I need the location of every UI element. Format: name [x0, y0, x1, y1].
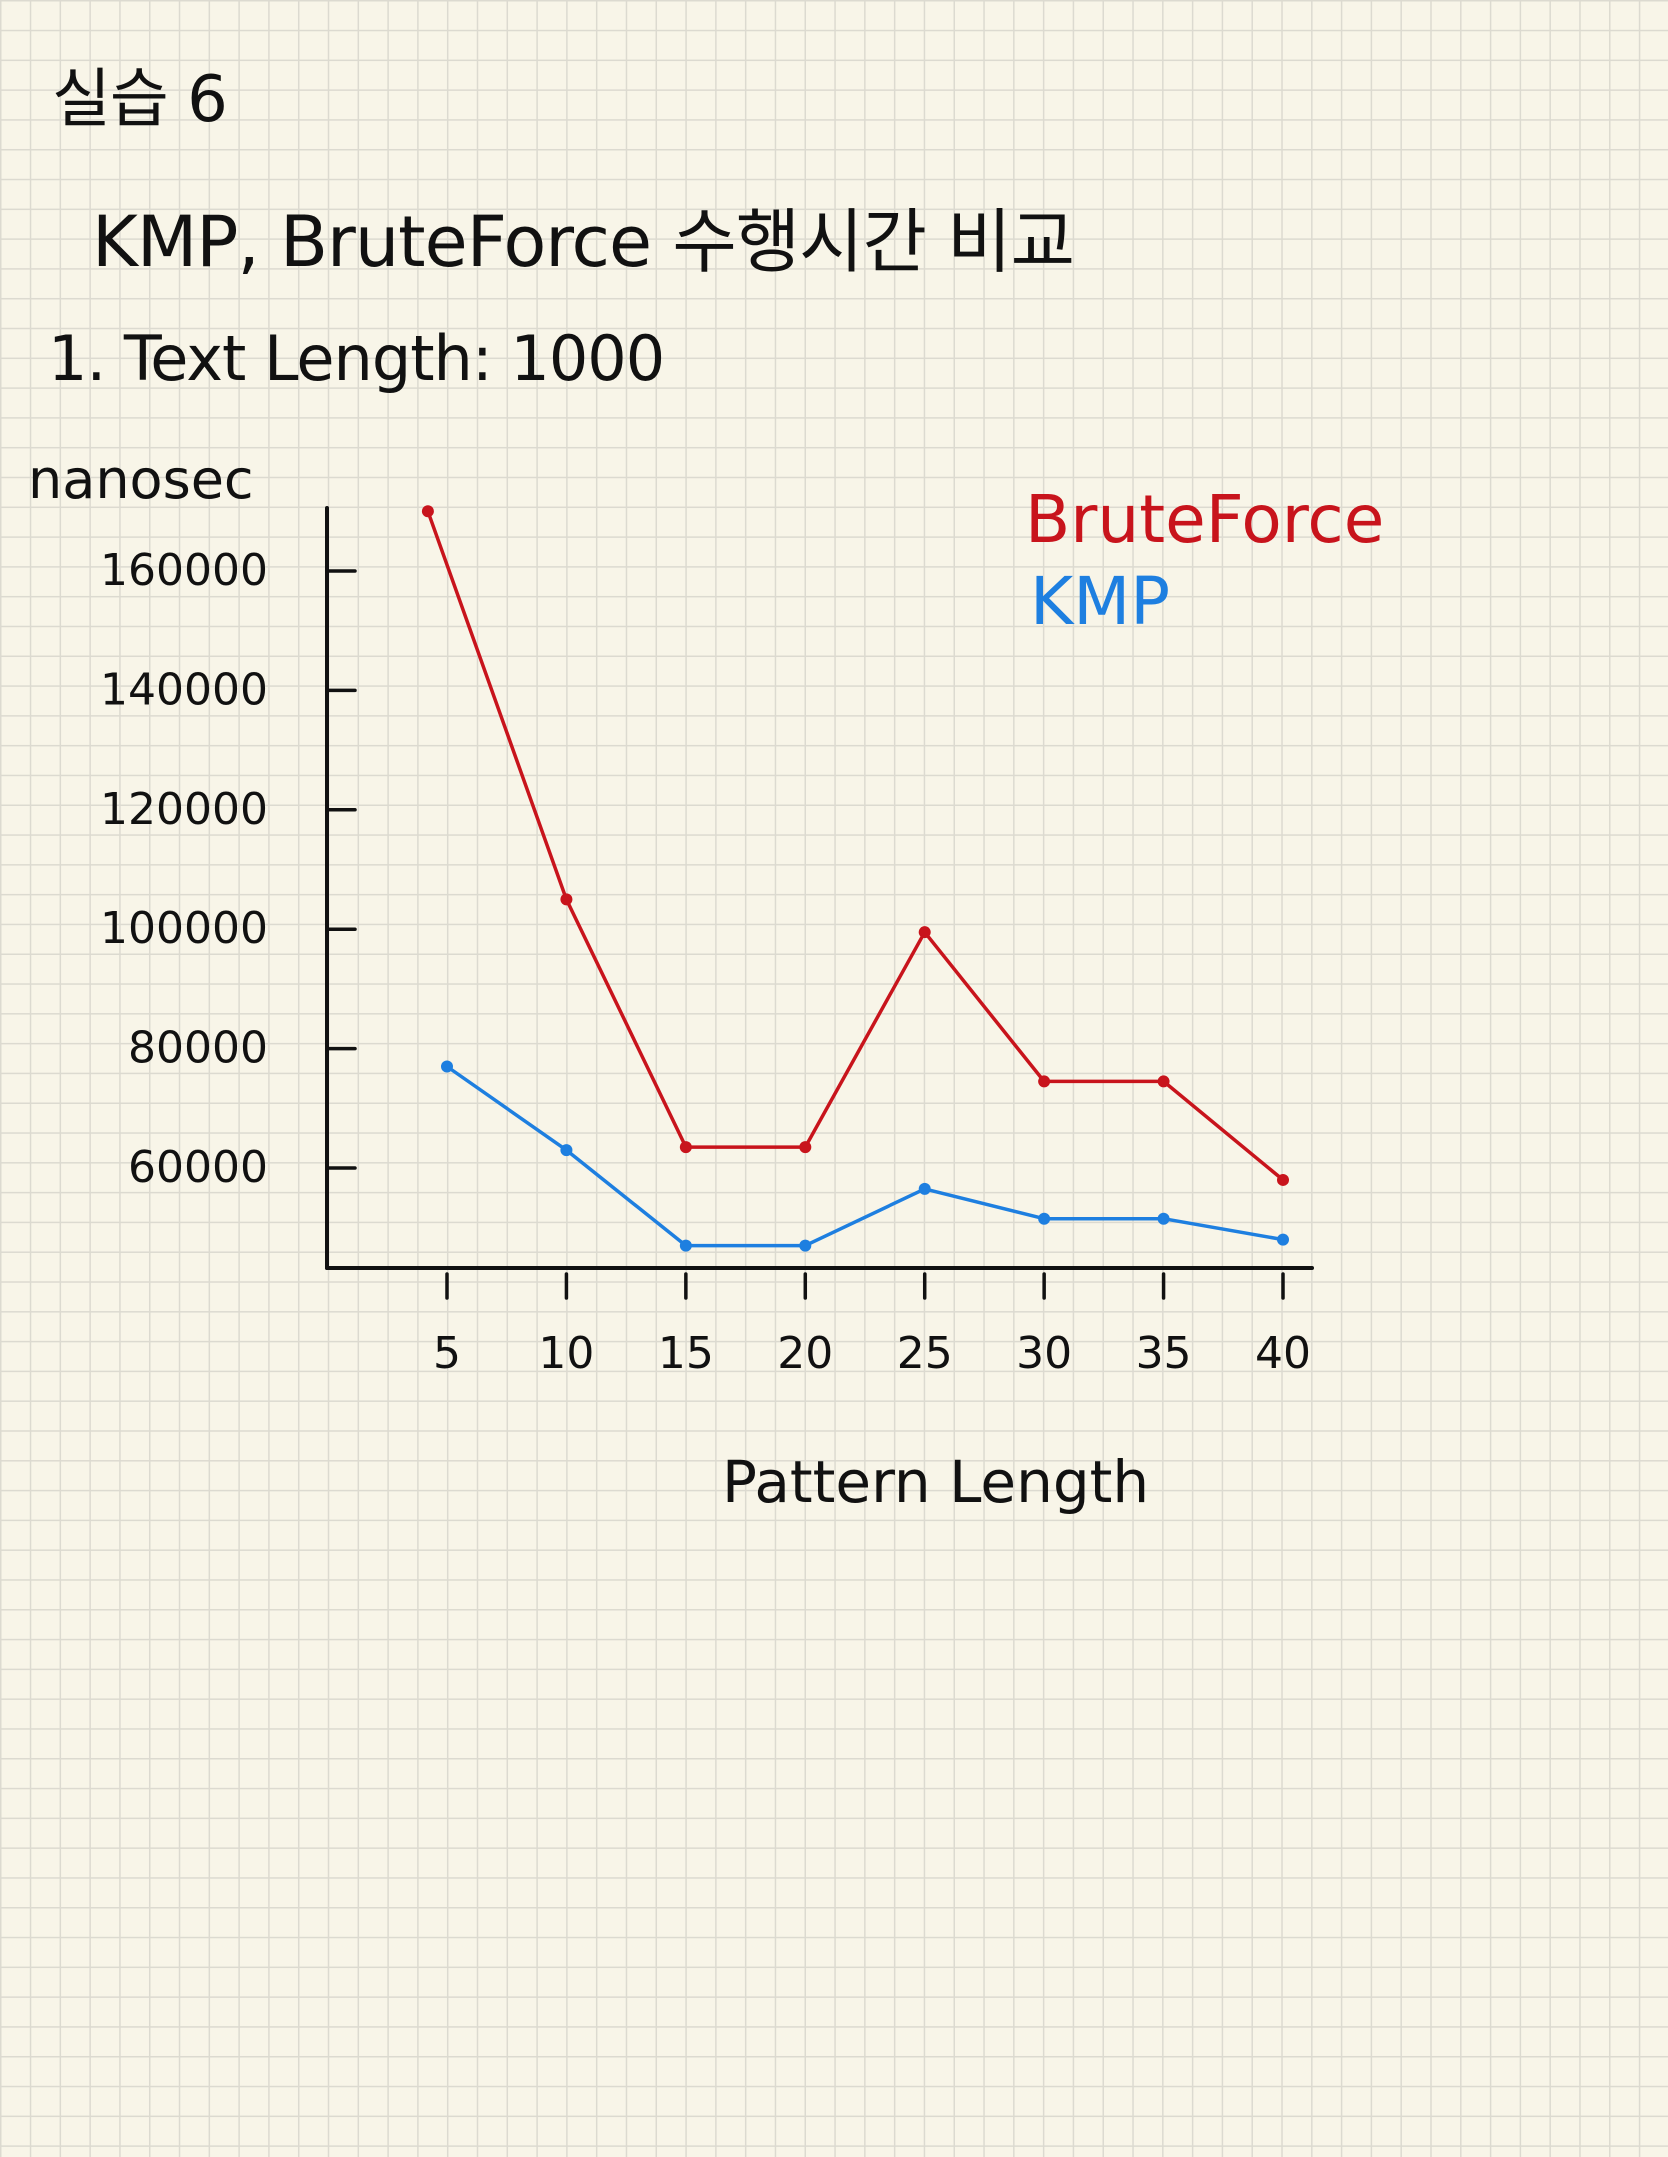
data-point-kmp [441, 1060, 453, 1073]
y-tick-label: 140000 [100, 664, 268, 715]
data-point-bruteforce [1277, 1173, 1289, 1186]
y-axis-label: nanosec [28, 448, 254, 511]
note-heading: 실습 6 [52, 63, 228, 137]
data-point-kmp [1038, 1212, 1051, 1225]
y-axis-ticks: 60000 80000 100000 120000 140000 160000 [100, 545, 357, 1193]
x-tick-label: 5 [433, 1328, 461, 1379]
x-tick-label: 20 [777, 1328, 833, 1379]
x-axis-ticks: 5 10 15 20 25 30 35 40 [433, 1272, 1311, 1379]
y-tick-label: 100000 [100, 903, 268, 954]
data-point-bruteforce [560, 893, 573, 906]
x-tick-label: 15 [658, 1328, 714, 1379]
data-point-kmp [679, 1239, 692, 1252]
data-point-kmp [1157, 1212, 1170, 1225]
data-point-bruteforce [421, 505, 434, 518]
y-tick-label: 80000 [128, 1023, 268, 1074]
data-point-kmp [918, 1182, 931, 1195]
series-layer [421, 505, 1289, 1252]
legend-item-bruteforce: BruteForce [1025, 481, 1384, 558]
data-point-bruteforce [679, 1141, 692, 1154]
x-tick-label: 30 [1016, 1328, 1072, 1379]
x-tick-label: 25 [897, 1328, 953, 1379]
data-point-kmp [560, 1144, 573, 1157]
y-tick-label: 120000 [100, 784, 268, 835]
chart-axes [325, 506, 1314, 1270]
note-section: 1. Text Length: 1000 [48, 322, 665, 395]
data-point-kmp [799, 1239, 812, 1252]
data-point-bruteforce [799, 1141, 812, 1154]
y-tick-label: 160000 [100, 545, 268, 596]
data-point-bruteforce [1157, 1075, 1170, 1088]
x-tick-label: 10 [538, 1328, 594, 1379]
note-title: KMP, BruteForce 수행시간 비교 [92, 201, 1075, 283]
x-tick-label: 40 [1255, 1328, 1311, 1379]
legend-item-kmp: KMP [1030, 563, 1170, 640]
data-point-kmp [1277, 1233, 1289, 1246]
x-tick-label: 35 [1136, 1328, 1192, 1379]
series-line-bruteforce [426, 509, 1285, 1182]
x-axis-label: Pattern Length [722, 1448, 1149, 1516]
series-line-kmp [445, 1064, 1285, 1248]
data-point-bruteforce [918, 926, 931, 939]
y-tick-label: 60000 [128, 1142, 268, 1193]
data-point-bruteforce [1038, 1075, 1051, 1088]
